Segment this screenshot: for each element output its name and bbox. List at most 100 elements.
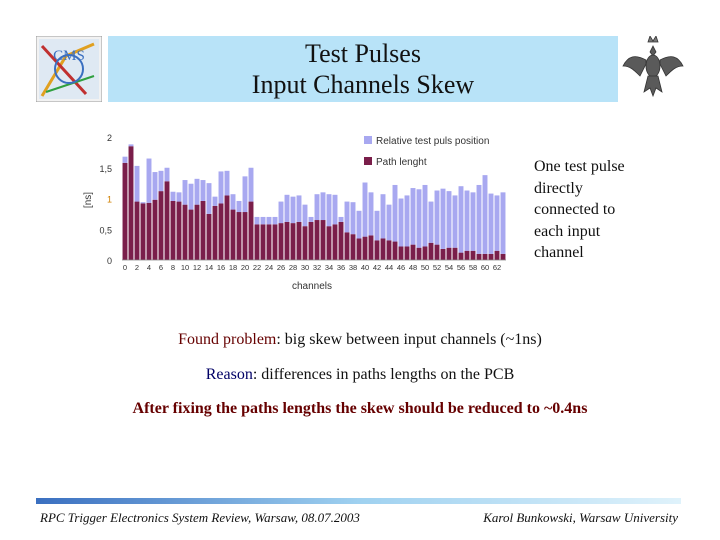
bar-path-length <box>416 247 422 260</box>
bar-path-length <box>452 247 458 260</box>
reason-label: Reason <box>205 366 253 383</box>
bar-relative-position <box>422 184 428 247</box>
slide-title-line1: Test Pulses <box>305 39 421 68</box>
bar-relative-position <box>212 196 218 206</box>
title-banner: Test Pulses Input Channels Skew <box>108 36 618 102</box>
x-axis: 0 2 4 6 8 10 12 14 16 18 20 22 24 26 28 30 32 34 36 38 40 42 4… <box>122 259 506 272</box>
bar-path-length <box>326 226 332 260</box>
found-problem-text: : big skew between input channels (~1ns) <box>276 331 542 348</box>
bar-relative-position <box>332 194 338 225</box>
bar-path-length <box>218 203 224 260</box>
side-note-line: connected to <box>534 201 616 218</box>
bar-path-length <box>434 244 440 260</box>
bar-relative-position <box>320 192 326 221</box>
bar-path-length <box>440 248 446 260</box>
bar-relative-position <box>218 171 224 204</box>
bar-relative-position <box>224 170 230 196</box>
x-tick-label: 32 <box>313 263 321 272</box>
x-tick-label: 8 <box>171 263 175 272</box>
skew-bar-chart: 00,511,52 0 2 4 6 8 10 12 14 16 18 20 22 24 26 28 30 32 3… <box>83 130 510 292</box>
side-note-line: channel <box>534 244 584 261</box>
bar-relative-position <box>176 192 182 202</box>
bar-path-length <box>500 253 506 260</box>
bar-relative-position <box>248 167 254 202</box>
bar-relative-position <box>470 192 476 251</box>
side-note-line: each input <box>534 222 601 240</box>
bar-relative-position <box>266 216 272 225</box>
side-note-line: directly <box>534 179 583 197</box>
bar-relative-position <box>338 216 344 222</box>
x-tick-label: 42 <box>373 263 381 272</box>
bar-path-length <box>248 201 254 260</box>
bar-path-length <box>464 250 470 260</box>
bar-path-length <box>170 200 176 260</box>
y-tick-label: 0 <box>107 256 112 266</box>
bar-relative-position <box>296 195 302 222</box>
bar-path-length <box>290 223 296 260</box>
bar-relative-position <box>398 198 404 247</box>
bar-path-length <box>374 240 380 260</box>
bar-relative-position <box>284 194 290 222</box>
x-tick-label: 40 <box>361 263 369 272</box>
bar-relative-position <box>152 172 158 200</box>
bar-path-length <box>494 250 500 260</box>
bar-relative-position <box>368 192 374 236</box>
bar-path-length <box>224 195 230 260</box>
bar-path-length <box>488 253 494 260</box>
bar-path-length <box>362 236 368 260</box>
bar-relative-position <box>446 191 452 248</box>
x-tick-label: 12 <box>193 263 201 272</box>
bar-relative-position <box>452 195 458 248</box>
bar-path-length <box>260 224 266 260</box>
bar-path-length <box>422 246 428 260</box>
bar-path-length <box>338 221 344 260</box>
x-tick-label: 26 <box>277 263 285 272</box>
x-tick-label: 36 <box>337 263 345 272</box>
bar-path-length <box>242 212 248 260</box>
side-note: One test pulse directly connected to eac… <box>534 156 684 264</box>
x-tick-label: 54 <box>445 263 453 272</box>
y-tick-label: 0,5 <box>99 225 112 235</box>
x-tick-label: 2 <box>135 263 139 272</box>
bar-path-length <box>470 250 476 260</box>
bar-relative-position <box>272 216 278 225</box>
bar-path-length <box>380 238 386 260</box>
bar-relative-position <box>194 178 200 205</box>
bar-relative-position <box>428 201 434 243</box>
x-tick-label: 4 <box>147 263 151 272</box>
bar-relative-position <box>476 184 482 254</box>
found-problem-line: Found problem: big skew between input ch… <box>0 331 720 349</box>
bar-relative-position <box>434 190 440 245</box>
bar-path-length <box>266 224 272 260</box>
bar-path-length <box>152 199 158 260</box>
bar-path-length <box>140 203 146 260</box>
y-axis: 0 0,5 1 1,5 2 <box>99 133 112 266</box>
bar-relative-position <box>128 144 134 147</box>
bar-relative-position <box>188 183 194 210</box>
legend-swatch-path <box>364 157 372 165</box>
x-tick-label: 18 <box>229 263 237 272</box>
x-tick-label: 44 <box>385 263 393 272</box>
bar-path-length <box>194 204 200 260</box>
bar-relative-position <box>326 194 332 227</box>
bar-path-length <box>176 201 182 260</box>
bar-path-length <box>278 223 284 260</box>
bar-relative-position <box>122 156 128 163</box>
bar-path-length <box>182 204 188 260</box>
cms-logo: CMS <box>36 36 102 102</box>
slide-title-line2: Input Channels Skew <box>251 70 475 99</box>
x-tick-label: 56 <box>457 263 465 272</box>
side-note-line: One test pulse <box>534 158 625 175</box>
x-tick-label: 28 <box>289 263 297 272</box>
legend-label-path: Path lenght <box>376 157 427 168</box>
bar-relative-position <box>308 216 314 222</box>
bar-relative-position <box>164 167 170 182</box>
bar-path-length <box>350 234 356 260</box>
x-tick-label: 60 <box>481 263 489 272</box>
x-tick-label: 6 <box>159 263 163 272</box>
found-problem-label: Found problem <box>178 331 277 348</box>
cms-logo-text: CMS <box>53 48 85 64</box>
bar-relative-position <box>254 216 260 225</box>
bar-relative-position <box>386 204 392 241</box>
bar-path-length <box>302 226 308 260</box>
